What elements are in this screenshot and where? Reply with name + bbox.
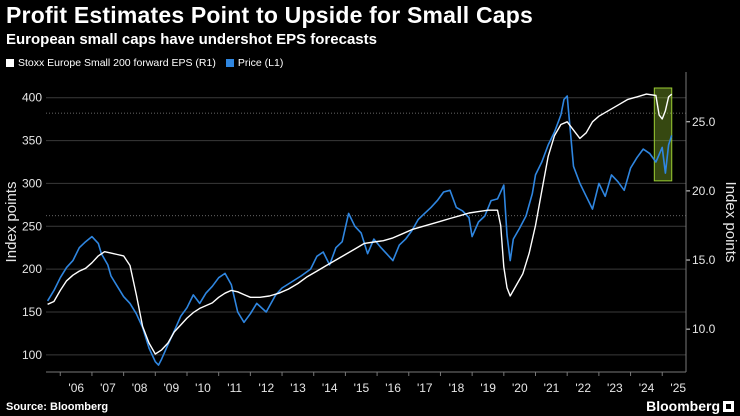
left-tick-label: 200 xyxy=(22,262,42,276)
chart-title: Profit Estimates Point to Upside for Sma… xyxy=(6,2,533,28)
x-tick-label: '09 xyxy=(163,381,179,395)
brand-text: Bloomberg xyxy=(646,398,720,414)
x-tick-label: '21 xyxy=(544,381,560,395)
right-tick-label: 25.0 xyxy=(692,115,716,129)
legend-swatch-price xyxy=(225,59,234,67)
right-tick-label: 15.0 xyxy=(692,253,716,267)
left-axis-title: Index points xyxy=(3,182,20,263)
x-tick-label: '23 xyxy=(607,381,623,395)
legend-item-eps: Stoxx Europe Small 200 forward EPS (R1) xyxy=(6,57,216,69)
legend-swatch-eps xyxy=(6,59,14,67)
x-tick-label: '07 xyxy=(100,381,116,395)
left-tick-label: 350 xyxy=(22,134,42,148)
source-note: Source: Bloomberg xyxy=(6,401,109,413)
x-tick-label: '10 xyxy=(195,381,211,395)
x-tick-label: '18 xyxy=(449,381,465,395)
x-tick-label: '22 xyxy=(575,381,591,395)
legend-label-eps: Stoxx Europe Small 200 forward EPS (R1) xyxy=(18,57,216,69)
left-tick-label: 250 xyxy=(22,219,42,233)
left-tick-label: 300 xyxy=(22,176,42,190)
eps-series-line xyxy=(47,93,673,355)
x-tick-label: '15 xyxy=(354,381,370,395)
left-tick-label: 150 xyxy=(22,305,42,319)
x-tick-label: '08 xyxy=(132,381,148,395)
x-tick-label: '12 xyxy=(259,381,275,395)
x-tick-label: '20 xyxy=(512,381,528,395)
bloomberg-logo: Bloomberg xyxy=(646,398,734,414)
x-tick-label: '19 xyxy=(480,381,496,395)
x-tick-label: '11 xyxy=(227,381,242,395)
legend-item-price: Price (L1) xyxy=(225,57,284,69)
right-tick-label: 20.0 xyxy=(692,184,716,198)
right-axis-title: Index points xyxy=(722,182,739,263)
x-tick-label: '17 xyxy=(417,381,433,395)
x-tick-label: '16 xyxy=(385,381,401,395)
right-tick-label: 10.0 xyxy=(692,322,716,336)
x-tick-label: '06 xyxy=(68,381,84,395)
price-series-line xyxy=(46,95,673,366)
legend: Stoxx Europe Small 200 forward EPS (R1) … xyxy=(6,57,283,69)
x-tick-label: '14 xyxy=(322,381,338,395)
x-tick-label: '25 xyxy=(670,381,686,395)
brand-mark-icon xyxy=(723,400,734,412)
x-tick-label: '13 xyxy=(290,381,306,395)
x-tick-label: '24 xyxy=(639,381,655,395)
chart-subtitle: European small caps have undershot EPS f… xyxy=(6,31,377,48)
legend-label-price: Price (L1) xyxy=(237,57,284,69)
left-tick-label: 400 xyxy=(22,91,42,105)
left-tick-label: 100 xyxy=(22,348,42,362)
